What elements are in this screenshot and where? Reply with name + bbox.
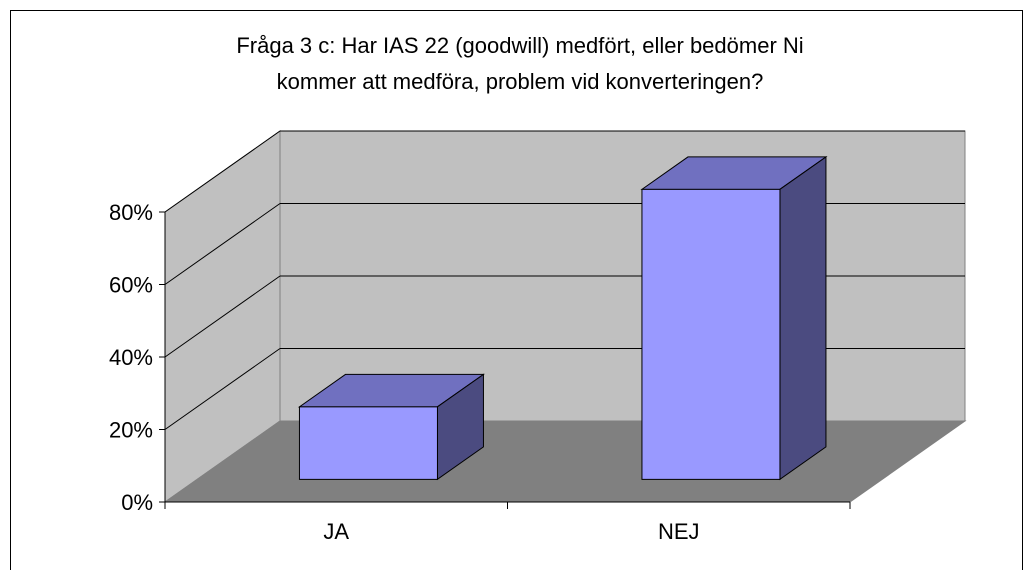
y-tick-label: 80% — [109, 200, 153, 225]
bar — [641, 188, 781, 480]
y-tick-label: 60% — [109, 272, 153, 297]
x-tick-label: JA — [323, 519, 349, 544]
grid-line — [164, 348, 281, 430]
floor — [163, 420, 967, 503]
y-tick-label: 0% — [121, 490, 153, 515]
y-tick-label: 40% — [109, 345, 153, 370]
chart-title: Fråga 3 c: Har IAS 22 (goodwill) medfört… — [236, 33, 803, 58]
grid-line — [164, 203, 281, 285]
chart-frame — [10, 10, 1023, 570]
grid-line — [164, 130, 281, 213]
bar-side — [779, 155, 827, 481]
bar — [298, 406, 438, 480]
grid-line — [164, 275, 281, 358]
x-tick-label: NEJ — [658, 519, 700, 544]
chart-title: kommer att medföra, problem vid konverte… — [277, 69, 764, 94]
y-tick-label: 20% — [109, 417, 153, 442]
